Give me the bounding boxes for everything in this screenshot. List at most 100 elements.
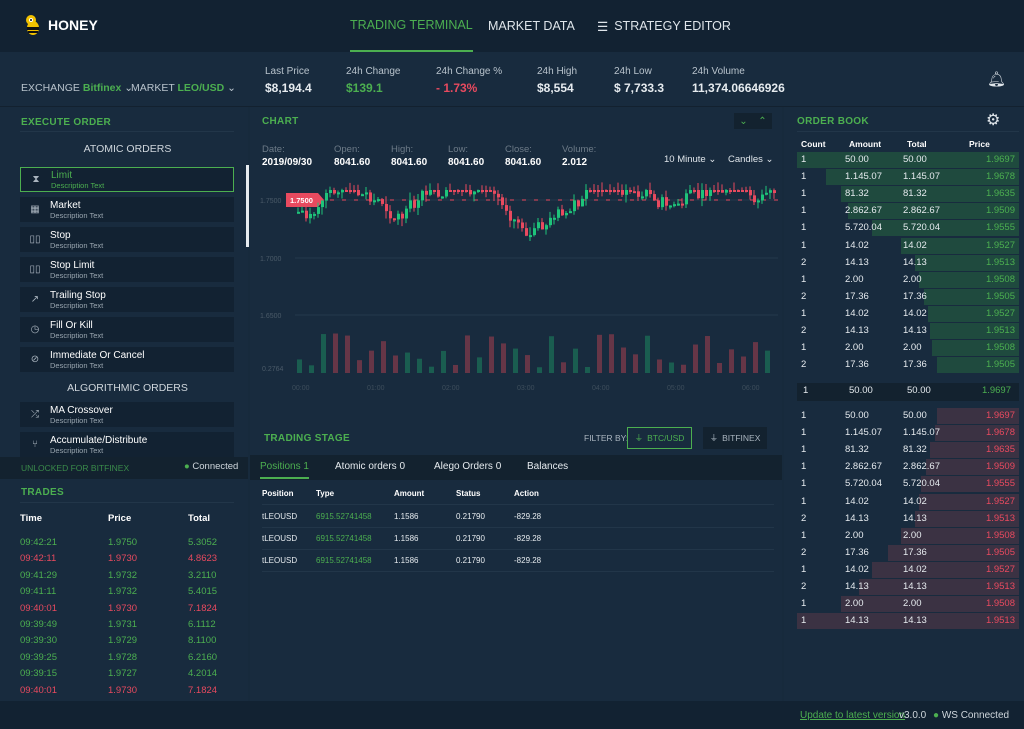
svg-text:1.7500: 1.7500 [290, 196, 313, 205]
nav-market-data[interactable]: MARKET DATA [488, 19, 575, 33]
order-book-row[interactable]: 1 2.862.67 2.862.67 1.9509 [797, 459, 1019, 476]
stat-24h-low: 24h Low $ 7,733.3 [614, 66, 665, 95]
order-book-row[interactable]: 2 17.36 17.36 1.9505 [797, 544, 1019, 561]
order-type-fill-or-kill[interactable]: ◷ Fill Or Kill Description Text [20, 317, 234, 342]
order-type-icon: ▦ [30, 204, 40, 215]
logo[interactable]: HONEY [22, 13, 98, 37]
stat-24h-change: 24h Change $139.1 [346, 66, 401, 95]
filter-label: FILTER BY: [584, 433, 629, 443]
filter-exchange-button[interactable]: ⏚ BITFINEX [703, 427, 767, 449]
order-book-row[interactable]: 2 14.13 14.13 1.9513 [797, 510, 1019, 527]
order-book-row[interactable]: 1 2.00 2.00 1.9508 [797, 271, 1019, 288]
footer: Update to latest version v3.0.0 ● WS Con… [0, 701, 1024, 729]
svg-text:03:00: 03:00 [517, 385, 535, 392]
order-type-stop-limit[interactable]: ▯▯ Stop Limit Description Text [20, 257, 234, 282]
order-book-header: Count Amount Total Price [801, 139, 990, 149]
execute-order-title: EXECUTE ORDER [21, 117, 112, 128]
version-label: v3.0.0 [899, 710, 927, 721]
trade-row: 09:42:11 1.9730 4.8623 [20, 553, 218, 565]
order-book-row[interactable]: 1 14.02 14.02 1.9527 [797, 493, 1019, 510]
chart-type-select[interactable]: Candles ⌄ [728, 154, 774, 165]
position-row[interactable]: tLEOUSD 6915.52741458 1.1586 0.21790 -829.28 [262, 550, 774, 572]
order-book-row[interactable]: 1 2.00 2.00 1.9508 [797, 596, 1019, 613]
tab-atomic-orders[interactable]: Atomic orders 0 [335, 461, 406, 472]
order-book-row[interactable]: 1 2.00 2.00 1.9508 [797, 340, 1019, 357]
filter-pair-button[interactable]: ⏚ BTC/USD [627, 427, 692, 449]
order-book-row[interactable]: 1 14.13 14.13 1.9513 [797, 613, 1019, 630]
ohlc-low: Low: 8041.60 [448, 144, 485, 168]
algo-order-0[interactable]: ⤮ MA Crossover Description Text [20, 402, 234, 427]
chevron-down-icon: ⌄ [227, 82, 236, 94]
trade-row: 09:40:01 1.9730 7.1824 [20, 684, 218, 696]
order-book-row[interactable]: 1 5.720.04 5.720.04 1.9555 [797, 220, 1019, 237]
scrollbar[interactable] [246, 165, 249, 247]
nav-strategy-editor[interactable]: ☰ STRATEGY EDITOR [597, 19, 731, 34]
position-row[interactable]: tLEOUSD 6915.52741458 1.1586 0.21790 -829.28 [262, 506, 774, 528]
algo-order-1[interactable]: ⑂ Accumulate/Distribute Description Text [20, 432, 234, 457]
spread-row: 1 50.00 50.00 1.9697 [797, 383, 1019, 401]
market-selector[interactable]: MARKET LEO/USD ⌄ [131, 82, 236, 94]
order-type-stop[interactable]: ▯▯ Stop Description Text [20, 227, 234, 252]
order-book-row[interactable]: 2 14.13 14.13 1.9513 [797, 579, 1019, 595]
order-book-row[interactable]: 1 81.32 81.32 1.9635 [797, 442, 1019, 459]
order-type-immediate-or-cancel[interactable]: ⊘ Immediate Or Cancel Description Text [20, 347, 234, 372]
settings-gear-icon[interactable]: ⚙ [986, 112, 1001, 129]
stage-tabs [250, 455, 782, 480]
tab-alego-orders[interactable]: Alego Orders 0 [434, 461, 502, 472]
tab-positions[interactable]: Positions 1 [260, 461, 309, 479]
order-book-row[interactable]: 1 2.00 2.00 1.9508 [797, 527, 1019, 544]
stat-24h-volume: 24h Volume 11,374.06646926 [692, 66, 785, 95]
order-type-icon: ⊘ [30, 354, 40, 365]
positions-header: Position Type Amount Status Action [262, 483, 774, 505]
order-book-row[interactable]: 1 5.720.04 5.720.04 1.9555 [797, 476, 1019, 493]
order-book-row[interactable]: 1 81.32 81.32 1.9635 [797, 186, 1019, 203]
algo-order-icon: ⑂ [32, 439, 38, 450]
ohlc-date: Date: 2019/09/30 [262, 144, 313, 168]
candlestick-chart[interactable]: 1.7500 1.7000 1.6500 1.7500 0.2764 00:00 01:00… [250, 180, 782, 400]
svg-text:1.6500: 1.6500 [260, 313, 282, 320]
trade-row: 09:39:25 1.9728 6.2160 [20, 651, 218, 663]
order-type-icon: ↗ [30, 294, 40, 305]
exchange-selector[interactable]: EXCHANGE Bitfinex ⌄ [21, 82, 134, 94]
order-book-row[interactable]: 2 14.13 14.13 1.9513 [797, 254, 1019, 271]
trade-row: 09:41:29 1.9732 3.2110 [20, 569, 217, 581]
order-book-row[interactable]: 1 1.145.07 1.145.07 1.9678 [797, 169, 1019, 186]
stat-last-price: Last Price $8,194.4 [265, 66, 312, 95]
nav-trading-terminal[interactable]: TRADING TERMINAL [350, 0, 473, 52]
filter-icon: ⏚ [709, 433, 719, 443]
algo-orders-heading: ALGORITHMIC ORDERS [67, 382, 188, 394]
order-type-market[interactable]: ▦ Market Description Text [20, 197, 234, 222]
order-book-row[interactable]: 2 14.13 14.13 1.9513 [797, 323, 1019, 339]
order-book-row[interactable]: 1 14.02 14.02 1.9527 [797, 561, 1019, 578]
ws-status: ● WS Connected [933, 710, 1010, 721]
position-row[interactable]: tLEOUSD 6915.52741458 1.1586 0.21790 -829.28 [262, 528, 774, 550]
bell-icon[interactable]: 🔔︎ [987, 71, 1007, 88]
svg-text:02:00: 02:00 [442, 385, 460, 392]
chevron-down-icon: ⌄ [124, 82, 134, 94]
stats-bar [0, 52, 1024, 107]
order-book-row[interactable]: 1 1.145.07 1.145.07 1.9678 [797, 425, 1019, 442]
trade-row: 09:42:21 1.9750 5.3052 [20, 537, 218, 548]
order-book-row[interactable]: 2 17.36 17.36 1.9505 [797, 357, 1019, 374]
app-name: HONEY [48, 17, 98, 33]
svg-text:00:00: 00:00 [292, 385, 310, 392]
tab-balances[interactable]: Balances [527, 461, 569, 472]
order-type-trailing-stop[interactable]: ↗ Trailing Stop Description Text [20, 287, 234, 312]
ohlc-volume: Volume: 2.012 [562, 144, 597, 168]
order-book-row[interactable]: 2 17.36 17.36 1.9505 [797, 288, 1019, 305]
order-type-limit[interactable]: ⧗ Limit Description Text [20, 167, 234, 192]
trade-row: 09:39:49 1.9731 6.1112 [20, 619, 216, 630]
update-link[interactable]: Update to latest version [800, 710, 906, 721]
order-book-row[interactable]: 1 14.02 14.02 1.9527 [797, 305, 1019, 322]
status-dot-icon: ● [933, 710, 940, 721]
order-book-row[interactable]: 1 2.862.67 2.862.67 1.9509 [797, 203, 1019, 220]
connected-status: Connected [192, 461, 239, 472]
ohlc-open: Open: 8041.60 [334, 144, 371, 168]
collapse-down-icon[interactable]: ⌄ [739, 115, 748, 127]
interval-select[interactable]: 10 Minute ⌄ [664, 154, 717, 165]
order-book-row[interactable]: 1 14.02 14.02 1.9527 [797, 237, 1019, 254]
order-book-row[interactable]: 1 50.00 50.00 1.9697 [797, 152, 1019, 168]
order-type-icon: ◷ [30, 324, 40, 335]
order-book-row[interactable]: 1 50.00 50.00 1.9697 [797, 408, 1019, 424]
collapse-up-icon[interactable]: ⌃ [758, 115, 767, 127]
